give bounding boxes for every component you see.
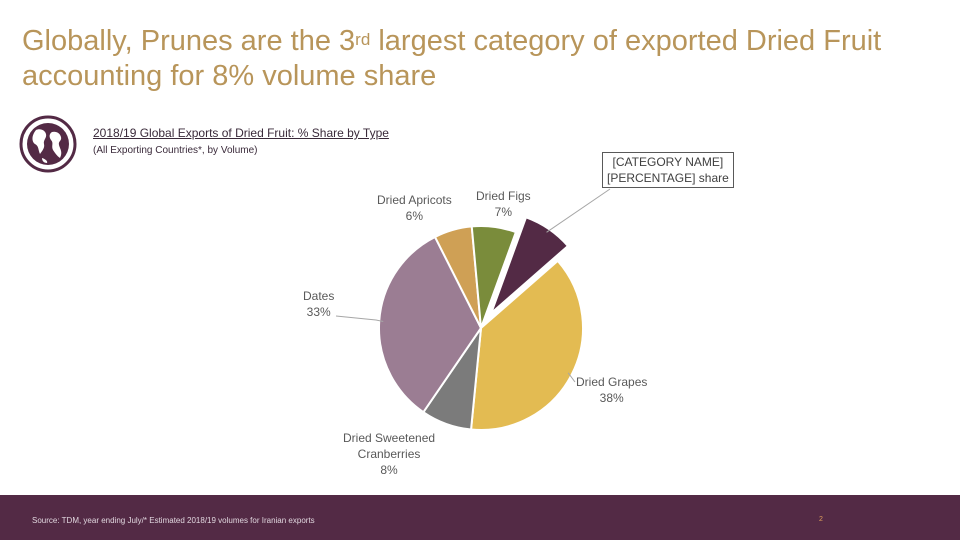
source-note: Source: TDM, year ending July/* Estimate… <box>32 516 315 525</box>
data-label-grapes: Dried Grapes 38% <box>576 374 647 406</box>
data-label-apricots-value: 6% <box>405 209 424 223</box>
data-label-figs-name: Dried Figs <box>476 189 531 203</box>
data-label-prunes: [CATEGORY NAME] [PERCENTAGE] share <box>602 152 734 188</box>
data-label-dates: Dates 33% <box>303 288 334 320</box>
headline-text: Globally, Prunes are the 3 <box>22 25 356 57</box>
pie-slice-prunes <box>490 216 570 314</box>
data-label-dates-value: 33% <box>306 305 331 319</box>
data-label-cranberries-name-1: Dried Sweetened <box>343 431 436 445</box>
data-label-figs-value: 7% <box>494 205 513 219</box>
leader-line-prunes <box>546 188 611 233</box>
page-number: 2 <box>819 516 823 523</box>
data-label-apricots: Dried Apricots 6% <box>377 192 452 224</box>
chart-subtitle: (All Exporting Countries*, by Volume) <box>93 145 258 156</box>
data-label-prunes-value: [PERCENTAGE] share <box>607 171 729 185</box>
data-label-prunes-name: [CATEGORY NAME] <box>612 155 724 169</box>
pie-slice-figs <box>470 225 518 329</box>
data-label-cranberries: Dried Sweetened Cranberries 8% <box>343 430 435 478</box>
headline-superscript: rd <box>355 30 371 49</box>
leader-line-dates <box>335 315 384 322</box>
data-label-cranberries-name-2: Cranberries <box>357 447 421 461</box>
leader-line-grapes <box>567 372 576 383</box>
data-label-cranberries-value: 8% <box>380 463 398 477</box>
data-label-figs: Dried Figs 7% <box>476 188 531 220</box>
globe-icon <box>19 115 77 173</box>
footer-bar: Source: TDM, year ending July/* Estimate… <box>0 495 960 540</box>
pie-slice-grapes <box>469 259 584 431</box>
data-label-grapes-name: Dried Grapes <box>576 375 648 389</box>
headline: Globally, Prunes are the 3rd largest cat… <box>22 24 942 94</box>
data-label-dates-name: Dates <box>303 289 335 303</box>
chart-title: 2018/19 Global Exports of Dried Fruit: %… <box>93 126 389 140</box>
data-label-apricots-name: Dried Apricots <box>377 193 452 207</box>
headline-text-end: largest category of exported Dried Fruit… <box>22 25 882 92</box>
data-label-grapes-value: 38% <box>599 391 624 405</box>
pie-slice-dates <box>378 235 483 414</box>
